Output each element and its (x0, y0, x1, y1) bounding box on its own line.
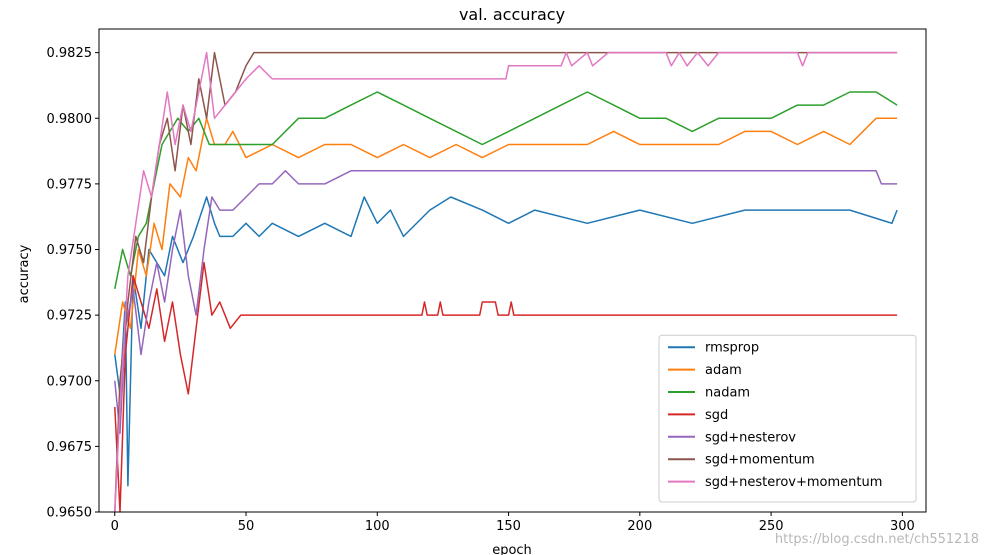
legend-label-adam: adam (705, 363, 742, 378)
y-tick-label: 0.9775 (47, 177, 93, 192)
y-tick-label: 0.9650 (47, 506, 93, 521)
x-tick-label: 0 (111, 519, 119, 534)
y-tick-label: 0.9675 (47, 440, 93, 455)
series-line-nadam (114, 91, 898, 290)
ticks-layer: 0 50 100 150 200 250 300 0.9650 0.9675 0.9700 0.97… (47, 46, 915, 534)
series-line-sgd-nesterov-momentum (114, 51, 898, 513)
y-tick-label: 0.9725 (47, 309, 93, 324)
plot-frame (98, 28, 927, 513)
legend-label-sgd-momentum: sgd+momentum (705, 453, 815, 468)
legend-label-rmsprop: rmsprop (705, 341, 759, 356)
legend-label-nadam: nadam (705, 386, 750, 401)
x-tick-label: 200 (627, 519, 652, 534)
series-line-rmsprop (114, 196, 898, 487)
axes-layer (98, 28, 927, 513)
x-tick-label: 250 (759, 519, 784, 534)
watermark-text: https://blog.csdn.net/ch551218 (775, 532, 979, 547)
series-line-sgd-nesterov (114, 170, 898, 435)
y-tick-label: 0.9750 (47, 243, 93, 258)
chart-title: val. accuracy (459, 5, 565, 24)
x-axis-label: epoch (492, 543, 532, 555)
legend-label-sgd-nesterov-momentum: sgd+nesterov+momentum (705, 475, 882, 490)
series-line-sgd-momentum (114, 51, 898, 513)
legend: rmsprop adam nadam sgd sgd+nesterov sgd+momen… (658, 334, 917, 503)
series-line-sgd (114, 261, 898, 513)
x-tick-label: 150 (496, 519, 521, 534)
legend-label-sgd-nesterov: sgd+nesterov (705, 430, 796, 445)
y-axis-label: accuracy (17, 244, 32, 303)
y-tick-label: 0.9825 (47, 46, 93, 61)
y-tick-label: 0.9700 (47, 374, 93, 389)
series-line-adam (114, 117, 898, 355)
series-layer (114, 51, 898, 513)
x-tick-label: 100 (365, 519, 390, 534)
x-tick-label: 300 (890, 519, 915, 534)
y-tick-label: 0.9800 (47, 112, 93, 127)
x-tick-label: 50 (238, 519, 255, 534)
legend-label-sgd: sgd (705, 408, 728, 423)
legend-box (658, 334, 917, 503)
